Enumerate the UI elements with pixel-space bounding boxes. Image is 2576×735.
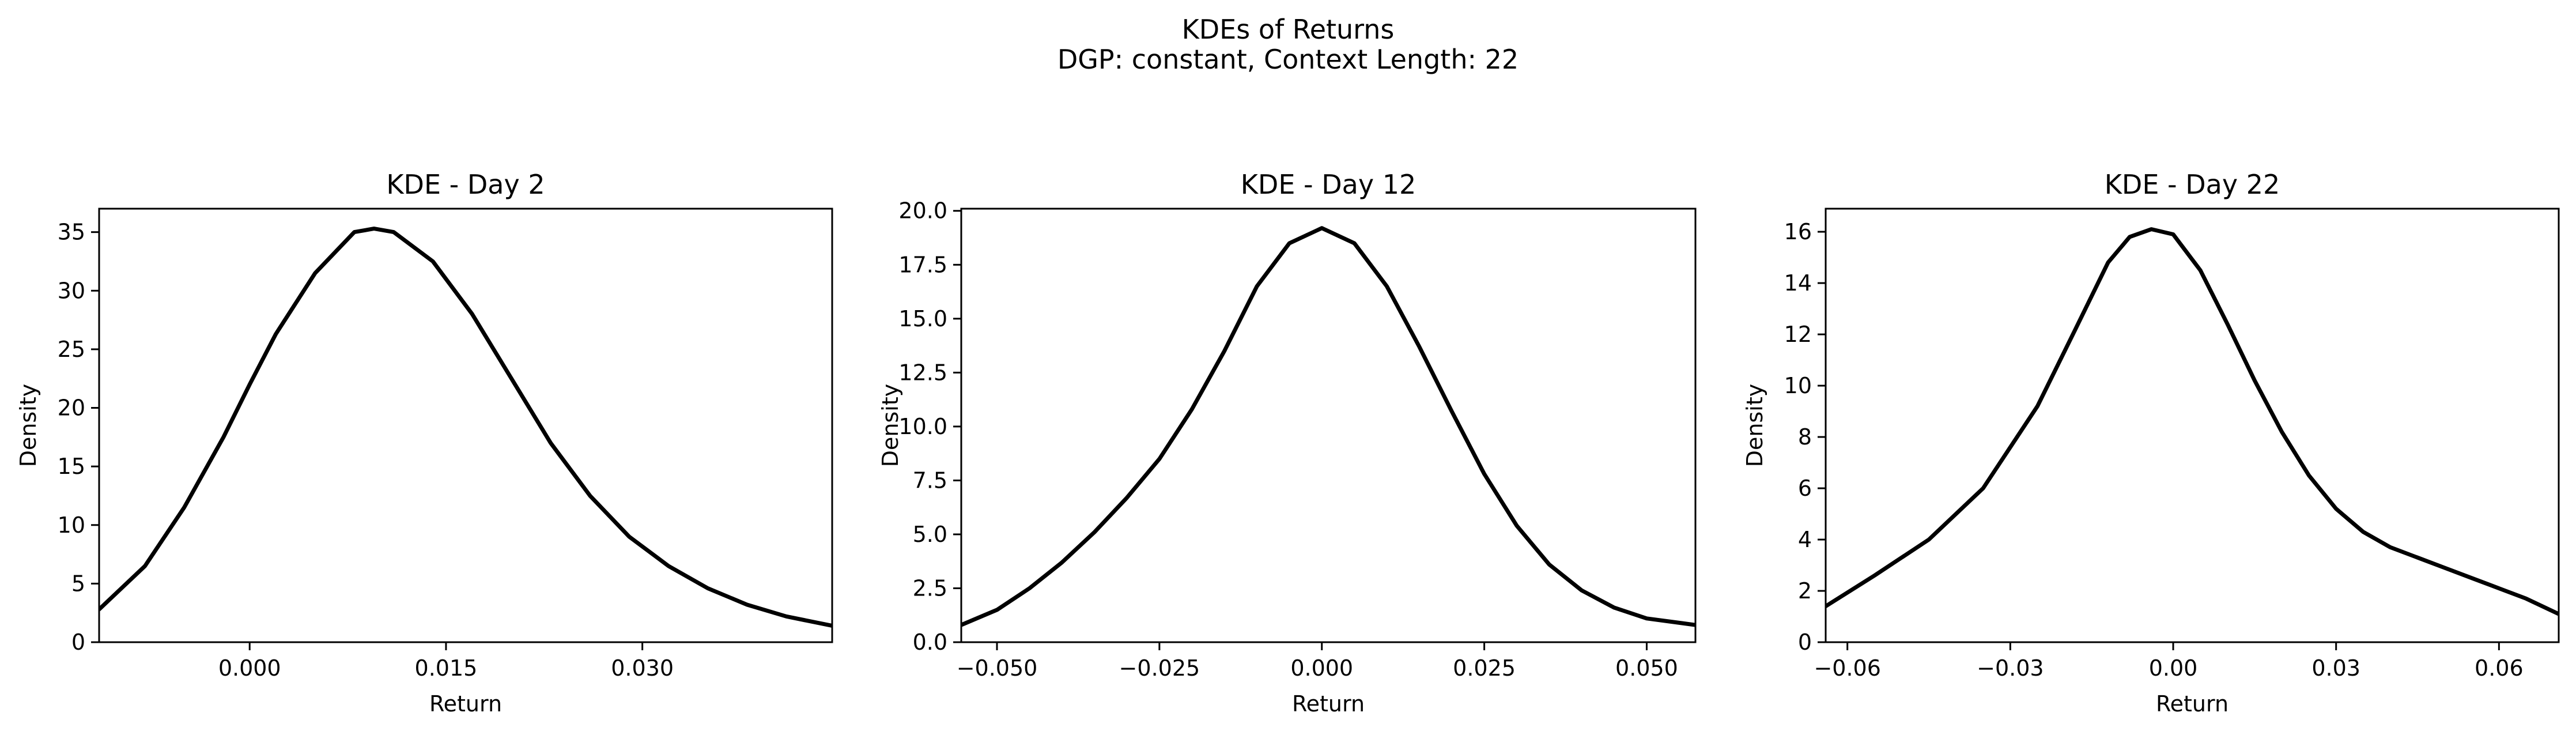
subplot-day-12: −0.050 −0.025 0.000 0.025 0.050 0.0 2.5 5.0 7.5 1…: [878, 169, 1697, 717]
y-tick-label: 10: [58, 512, 85, 538]
x-tick-label: −0.06: [1814, 655, 1880, 681]
kde-line-series: [1826, 227, 2559, 616]
y-tick-label: 20: [58, 395, 85, 421]
y-tick-label: 30: [58, 278, 85, 303]
y-tick-label: 12: [1784, 322, 1812, 347]
x-tick-label: 0.015: [415, 655, 478, 681]
subplot-title: KDE - Day 22: [2105, 169, 2280, 200]
x-tick-label: 0.050: [1615, 655, 1678, 681]
y-tick-label: 15: [58, 454, 85, 479]
x-tick-label: −0.050: [957, 655, 1038, 681]
axes-frame: [960, 208, 1697, 643]
x-tick-label: 0.000: [218, 655, 281, 681]
x-tick-label: 0.06: [2475, 655, 2524, 681]
figure-subtitle: DGP: constant, Context Length: 22: [1057, 44, 1519, 75]
subplot-day-22: −0.06 −0.03 0.00 0.03 0.06 0 2 4 6 8 10 12 14 16 KDE -…: [1742, 169, 2560, 717]
kde-line-series: [961, 226, 1695, 627]
y-tick-label: 5.0: [913, 522, 947, 547]
y-tick-label: 10: [1784, 373, 1812, 398]
x-tick-label: 0.03: [2311, 655, 2360, 681]
axes-frame: [1825, 208, 2560, 643]
x-axis-label: Return: [429, 691, 502, 717]
y-tick-label: 20.0: [898, 198, 947, 224]
axes-frame: [98, 208, 833, 643]
y-tick-label: 17.5: [898, 252, 947, 277]
subplot-title: KDE - Day 2: [386, 169, 545, 200]
x-tick-label: 0.025: [1453, 655, 1516, 681]
y-tick-label: 4: [1798, 527, 1812, 552]
x-axis-label: Return: [2156, 691, 2228, 717]
y-tick-label: 5: [71, 571, 85, 596]
y-tick-label: 0.0: [913, 630, 947, 655]
y-tick-label: 7.5: [913, 468, 947, 493]
x-tick-label: −0.025: [1119, 655, 1200, 681]
y-tick-label: 8: [1798, 424, 1812, 450]
y-tick-label: 0: [1798, 630, 1812, 655]
y-axis-label: Density: [16, 384, 41, 467]
y-tick-label: 35: [58, 220, 85, 245]
y-tick-label: 2.5: [913, 575, 947, 601]
x-tick-label: 0.000: [1290, 655, 1353, 681]
kde-line-series: [99, 227, 832, 628]
subplot-day-2: 0.000 0.015 0.030 0 5 10 15 20 25 30 35 KDE - Day 2…: [16, 169, 833, 717]
y-tick-label: 12.5: [898, 360, 947, 385]
y-tick-label: 2: [1798, 578, 1812, 604]
y-tick-label: 14: [1784, 270, 1812, 296]
y-tick-label: 0: [71, 630, 85, 655]
y-tick-label: 16: [1784, 219, 1812, 244]
x-tick-label: −0.03: [1977, 655, 2044, 681]
y-axis-label: Density: [878, 384, 903, 467]
figure-suptitle: KDEs of Returns: [1181, 14, 1395, 45]
subplot-title: KDE - Day 12: [1241, 169, 1416, 200]
y-axis-label: Density: [1742, 384, 1767, 467]
x-axis-label: Return: [1292, 691, 1365, 717]
y-tick-label: 10.0: [898, 414, 947, 439]
y-tick-label: 15.0: [898, 306, 947, 331]
y-tick-label: 25: [58, 337, 85, 362]
y-tick-label: 6: [1798, 476, 1812, 501]
x-tick-label: 0.030: [611, 655, 674, 681]
x-tick-label: 0.00: [2149, 655, 2198, 681]
